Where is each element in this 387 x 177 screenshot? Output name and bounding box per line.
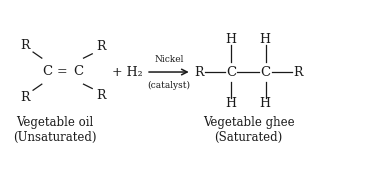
Text: =: =	[53, 65, 72, 78]
Text: H: H	[259, 33, 270, 46]
Text: (Unsaturated): (Unsaturated)	[13, 132, 97, 144]
Text: C: C	[73, 65, 83, 78]
Text: + H₂: + H₂	[112, 65, 142, 79]
Text: (Saturated): (Saturated)	[214, 132, 283, 144]
Text: Vegetable oil: Vegetable oil	[16, 116, 94, 129]
Text: R: R	[96, 40, 105, 53]
Text: R: R	[194, 65, 204, 79]
Text: (catalyst): (catalyst)	[147, 81, 190, 90]
Text: R: R	[20, 39, 29, 52]
Text: C: C	[260, 65, 271, 79]
Text: C: C	[43, 65, 53, 78]
Text: H: H	[259, 97, 270, 110]
Text: R: R	[20, 91, 29, 104]
Text: R: R	[96, 89, 105, 102]
Text: Nickel: Nickel	[154, 55, 183, 64]
Text: H: H	[225, 33, 236, 46]
Text: C: C	[226, 65, 236, 79]
Text: Vegetable ghee: Vegetable ghee	[203, 116, 294, 129]
Text: R: R	[293, 65, 303, 79]
Text: H: H	[225, 97, 236, 110]
